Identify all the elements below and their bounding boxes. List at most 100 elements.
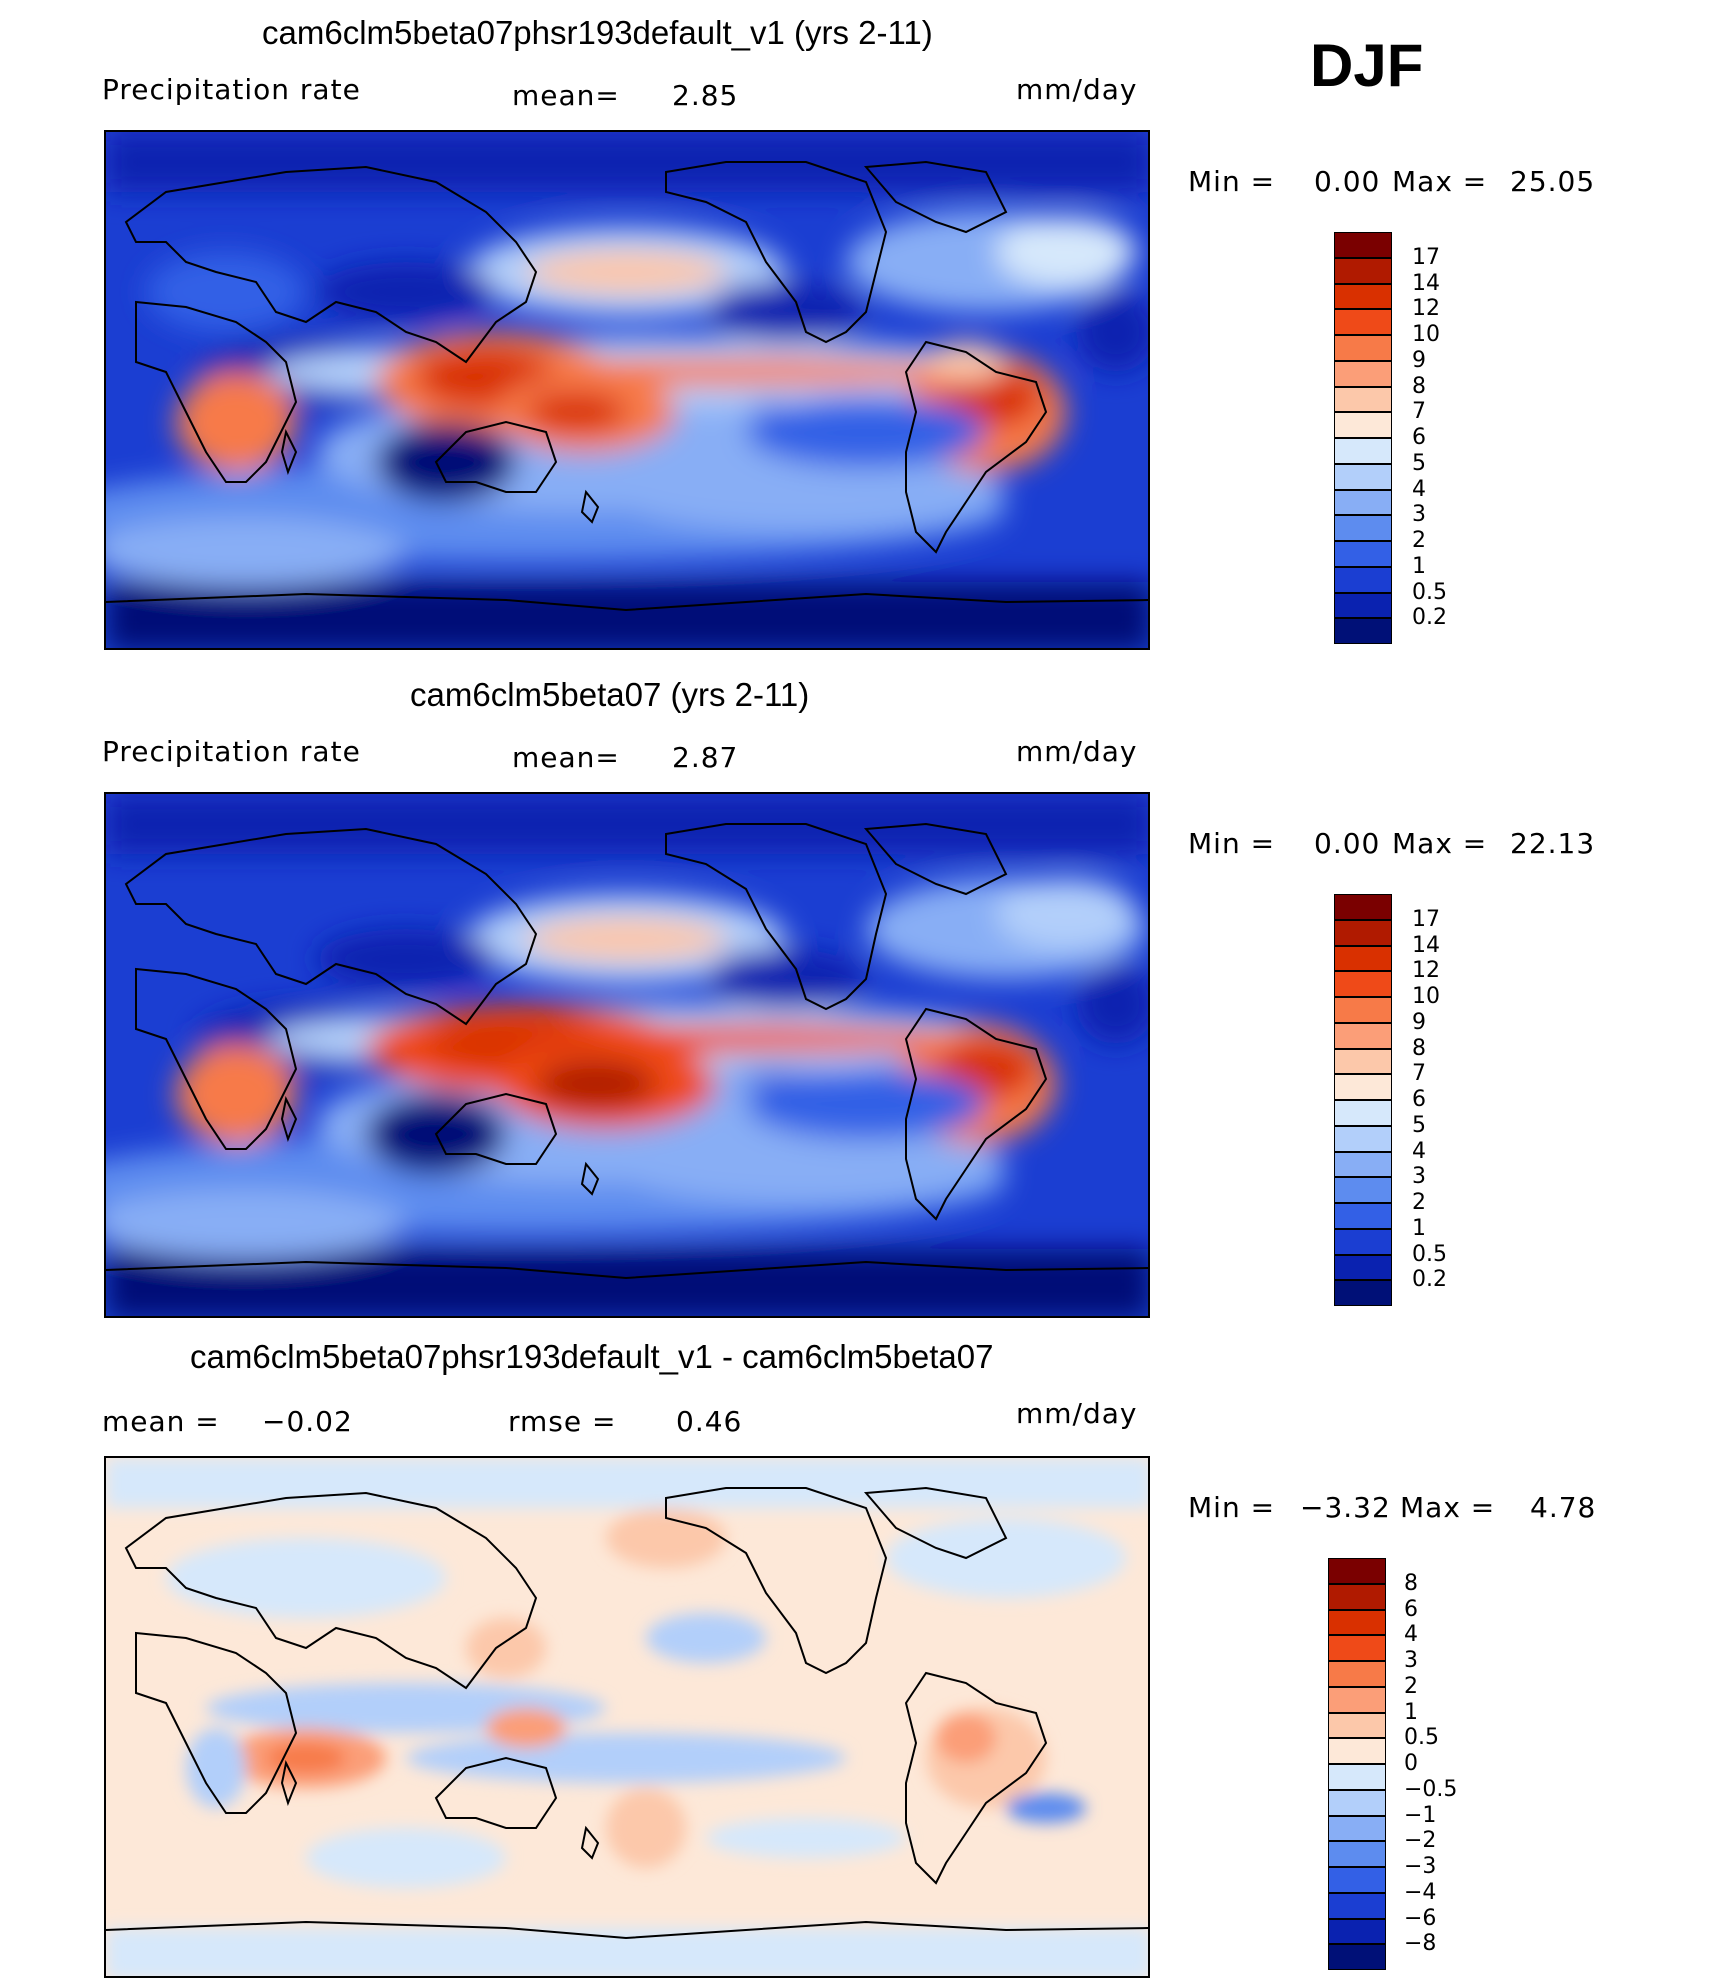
precipitation-difference-map (104, 1456, 1150, 1978)
colorbar-tick-label: 12 (1412, 296, 1440, 322)
max-value: 22.13 (1510, 827, 1596, 860)
colorbar-tick-label: 10 (1412, 322, 1440, 347)
colorbar-swatch (1334, 592, 1392, 619)
colorbar-tick-label: 7 (1412, 1061, 1426, 1087)
colorbar-swatch (1334, 971, 1392, 997)
colorbar-tick-label: 14 (1412, 270, 1440, 296)
colorbar-swatch (1334, 1228, 1392, 1255)
colorbar-tick-label: −1 (1404, 1802, 1437, 1828)
map-canvas (106, 132, 1148, 648)
colorbar-tick-label: 0.5 (1412, 1241, 1447, 1267)
colorbar-swatch (1328, 1918, 1386, 1945)
colorbar-swatch (1334, 1022, 1392, 1049)
max-value: 25.05 (1510, 165, 1596, 198)
min-value: −3.32 (1300, 1491, 1391, 1524)
colorbar-swatch (1334, 997, 1392, 1023)
colorbar-swatch (1328, 1815, 1386, 1842)
min-label: Min = (1188, 827, 1276, 860)
variable-label: Precipitation rate (102, 735, 361, 768)
map-canvas (106, 1458, 1148, 1976)
mean-value: −0.02 (262, 1405, 353, 1438)
colorbar-swatch (1328, 1764, 1386, 1790)
colorbar-swatch (1334, 1177, 1392, 1203)
colorbar-swatch (1334, 894, 1392, 920)
colorbar-swatch (1334, 283, 1392, 310)
panel-title: cam6clm5beta07phsr193default_v1 - cam6cl… (190, 1338, 994, 1375)
max-label: Max = (1400, 1491, 1496, 1524)
panel-title: cam6clm5beta07 (yrs 2-11) (410, 676, 810, 713)
colorbar-swatch (1334, 1280, 1392, 1306)
rmse-value: 0.46 (676, 1405, 743, 1438)
colorbar-tick-label: 7 (1412, 399, 1426, 425)
colorbar-tick-label: 8 (1412, 1035, 1426, 1061)
colorbar-tick-label: 6 (1404, 1596, 1418, 1622)
colorbar-tick-label: 8 (1404, 1570, 1418, 1596)
colorbar-tick-label: 5 (1412, 1112, 1426, 1138)
colorbar-swatch (1328, 1944, 1386, 1970)
mean-value: 2.85 (672, 79, 739, 112)
colorbar-tick-label: 0 (1404, 1751, 1418, 1776)
colorbar-tick-label: −0.5 (1404, 1776, 1458, 1802)
units-label: mm/day (1016, 735, 1138, 768)
colorbar-swatch (1334, 945, 1392, 972)
colorbar (1328, 1558, 1388, 1970)
colorbar-swatch (1334, 360, 1392, 387)
colorbar-tick-label: −6 (1404, 1905, 1437, 1931)
colorbar-tick-label: 9 (1412, 1009, 1426, 1035)
colorbar-swatch (1334, 1100, 1392, 1126)
colorbar (1334, 894, 1394, 1306)
colorbar-swatch (1328, 1661, 1386, 1687)
colorbar-swatch (1334, 541, 1392, 567)
colorbar-tick-label: 0.2 (1412, 605, 1447, 631)
colorbar-tick-label: 3 (1404, 1648, 1418, 1673)
coastlines (106, 822, 1148, 1280)
mean-label: mean= (512, 79, 620, 112)
colorbar-tick-label: 1 (1404, 1699, 1418, 1725)
max-label: Max = (1392, 165, 1488, 198)
colorbar-swatch (1334, 438, 1392, 464)
units-label: mm/day (1016, 1397, 1138, 1430)
colorbar-tick-label: 14 (1412, 932, 1440, 958)
colorbar-tick-label: 17 (1412, 244, 1440, 270)
colorbar-swatch (1334, 386, 1392, 413)
colorbar-swatch (1328, 1583, 1386, 1610)
colorbar-tick-label: 10 (1412, 984, 1440, 1009)
colorbar-swatch (1334, 335, 1392, 361)
colorbar-swatch (1334, 1254, 1392, 1281)
colorbar-swatch (1334, 1203, 1392, 1229)
colorbar-tick-label: 3 (1412, 502, 1426, 528)
mean-label: mean = (102, 1405, 220, 1438)
panel-title: cam6clm5beta07phsr193default_v1 (yrs 2-1… (262, 14, 933, 51)
colorbar-swatch (1328, 1867, 1386, 1893)
colorbar-swatch (1328, 1635, 1386, 1661)
coastlines (106, 160, 1148, 612)
colorbar-swatch (1328, 1841, 1386, 1867)
colorbar-tick-label: 0.5 (1412, 579, 1447, 605)
colorbar-tick-label: 12 (1412, 958, 1440, 984)
season-label: DJF (1310, 32, 1424, 99)
colorbar-tick-label: 5 (1412, 450, 1426, 476)
colorbar-tick-label: 2 (1412, 528, 1426, 553)
colorbar-swatch (1334, 489, 1392, 516)
precipitation-map-test (104, 130, 1150, 650)
colorbar-swatch (1334, 309, 1392, 335)
mean-label: mean= (512, 741, 620, 774)
colorbar-swatch (1328, 1738, 1386, 1764)
colorbar-tick-label: −3 (1404, 1854, 1437, 1879)
colorbar-swatch (1334, 919, 1392, 946)
colorbar-swatch (1328, 1789, 1386, 1816)
colorbar-swatch (1334, 1074, 1392, 1100)
min-label: Min = (1188, 1491, 1276, 1524)
colorbar-swatch (1328, 1558, 1386, 1584)
colorbar-swatch (1334, 463, 1392, 490)
colorbar-tick-label: 9 (1412, 347, 1426, 373)
colorbar-tick-label: 4 (1412, 476, 1426, 502)
colorbar-tick-label: 17 (1412, 906, 1440, 932)
min-value: 0.00 (1314, 827, 1381, 860)
colorbar-tick-label: 4 (1412, 1138, 1426, 1164)
min-label: Min = (1188, 165, 1276, 198)
colorbar-swatch (1334, 1048, 1392, 1075)
colorbar-swatch (1334, 566, 1392, 593)
colorbar-swatch (1334, 1125, 1392, 1152)
units-label: mm/day (1016, 73, 1138, 106)
